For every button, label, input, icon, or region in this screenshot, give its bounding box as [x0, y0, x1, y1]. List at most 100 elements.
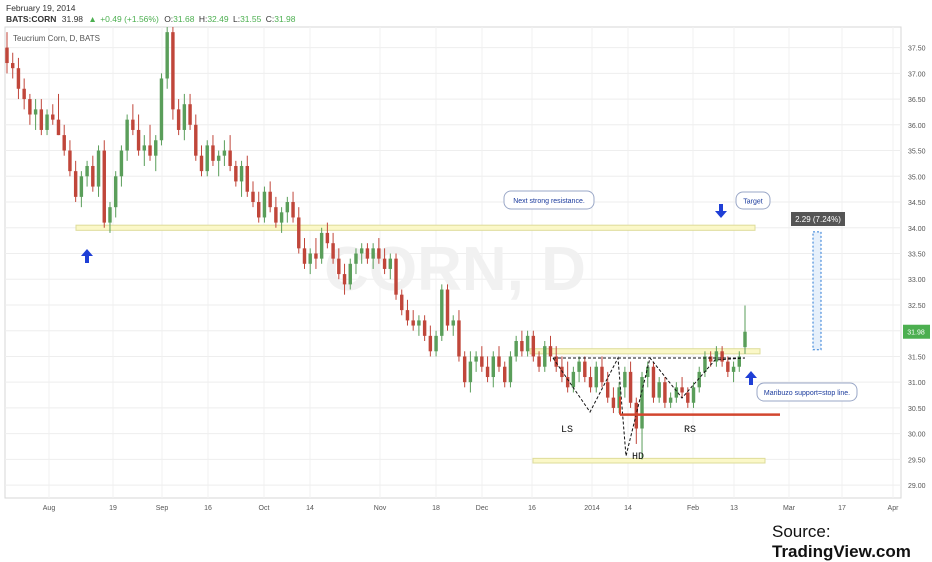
candle [268, 181, 272, 213]
source-brand: TradingView.com [772, 542, 911, 561]
candle [668, 392, 673, 408]
plot-area [4, 26, 902, 499]
candle-body [45, 114, 49, 130]
candle-body [142, 145, 147, 151]
header-quote: BATS:CORN 31.98 ▲ +0.49 (+1.56%) O:31.68… [6, 14, 296, 24]
candle-body [28, 99, 32, 115]
candle [297, 207, 301, 254]
y-tick-label: 37.50 [908, 46, 926, 53]
candle [628, 361, 633, 408]
candle [171, 27, 175, 120]
candle [331, 232, 335, 264]
candle-body [319, 232, 324, 259]
candle-body [726, 361, 730, 372]
y-tick-label: 32.50 [908, 303, 926, 310]
candle-body [743, 331, 747, 348]
x-tick-label: 14 [624, 505, 632, 512]
header-change-arrow: ▲ [88, 14, 96, 24]
candle [565, 361, 570, 393]
price-chart[interactable]: CORN, D 29.00 29.50 30.00 30.50 31.00 31.50 32… [0, 0, 932, 550]
head-zone [532, 457, 766, 464]
candle [159, 73, 164, 146]
x-tick-label: 18 [432, 505, 440, 512]
candle-body [5, 47, 9, 64]
candle-body [331, 243, 335, 259]
candle-body [342, 274, 347, 285]
candle [73, 160, 78, 203]
candle [348, 258, 352, 290]
candle [411, 310, 415, 331]
head-shoulders-outline [552, 356, 746, 457]
header-price: 31.98 [62, 14, 84, 24]
candle-body [405, 310, 410, 321]
candle [405, 299, 410, 326]
x-tick-label: 2014 [584, 505, 600, 512]
candle [382, 248, 387, 275]
up-arrow-icon [81, 249, 93, 263]
target-callout: Target [735, 191, 771, 210]
candle [605, 371, 610, 403]
candle [79, 171, 84, 208]
candle-body [73, 171, 78, 197]
candle-body [314, 253, 318, 259]
time-axis[interactable]: Aug 19 Sep 16 Oct 14 Nov 18 Dec 16 2014 14 Feb 13 Mar 1… [43, 505, 899, 512]
candle-body [737, 356, 741, 367]
candle [16, 57, 21, 100]
candle [359, 243, 364, 264]
y-tick-label: 29.00 [908, 483, 926, 490]
last-price-label: 31.98 [907, 330, 925, 337]
x-tick-label: Nov [374, 505, 387, 512]
y-tick-label: 31.50 [908, 354, 926, 361]
candle-body [16, 68, 21, 89]
candle-body [62, 135, 66, 151]
candle-body [96, 150, 101, 187]
resistance-callout: Next strong resistance. [503, 190, 595, 210]
candle [440, 284, 444, 341]
candle-body [11, 63, 15, 69]
candle-body [628, 371, 633, 403]
header-date: February 19, 2014 [6, 3, 76, 13]
x-tick-label: Mar [783, 505, 796, 512]
candle [39, 99, 44, 136]
candle-body [268, 191, 272, 208]
candle [422, 315, 427, 341]
candle [594, 361, 598, 393]
price-axis[interactable]: 29.0029.5030.0030.5031.0031.5032.0032.50… [908, 46, 926, 491]
candle-body [417, 320, 421, 326]
candle-body [646, 366, 650, 378]
candle [577, 356, 581, 383]
candle-body [422, 320, 427, 336]
candle [142, 135, 147, 166]
source-credit: Source: TradingView.com [772, 522, 932, 562]
x-tick-label: 17 [838, 505, 846, 512]
candle-body [440, 289, 444, 336]
measure-label-bg [791, 212, 845, 226]
candle-body [165, 32, 169, 79]
candle-body [605, 382, 610, 398]
candle-body [577, 361, 581, 372]
candle-body [600, 366, 604, 383]
candle-body [22, 88, 26, 100]
candle-body [720, 351, 724, 362]
candle-body [457, 320, 461, 357]
candle-body [216, 155, 221, 161]
y-tick-label: 31.00 [908, 380, 926, 387]
candle [274, 196, 278, 228]
y-tick-label: 33.00 [908, 277, 926, 284]
candle-body [623, 371, 627, 388]
candle-body [56, 119, 61, 136]
candle [400, 289, 404, 316]
y-tick-label: 34.50 [908, 200, 926, 207]
candle [251, 181, 255, 208]
candle [623, 366, 627, 398]
hd-label: HD [632, 452, 644, 463]
candle-body [548, 346, 553, 357]
candle [520, 330, 524, 357]
candle-body [640, 377, 644, 429]
candle [554, 346, 558, 372]
x-tick-label: 13 [730, 505, 738, 512]
header-high: 32.49 [207, 14, 229, 24]
up-arrow-icon [745, 371, 757, 385]
candle [228, 135, 232, 172]
candle-body [113, 176, 118, 208]
